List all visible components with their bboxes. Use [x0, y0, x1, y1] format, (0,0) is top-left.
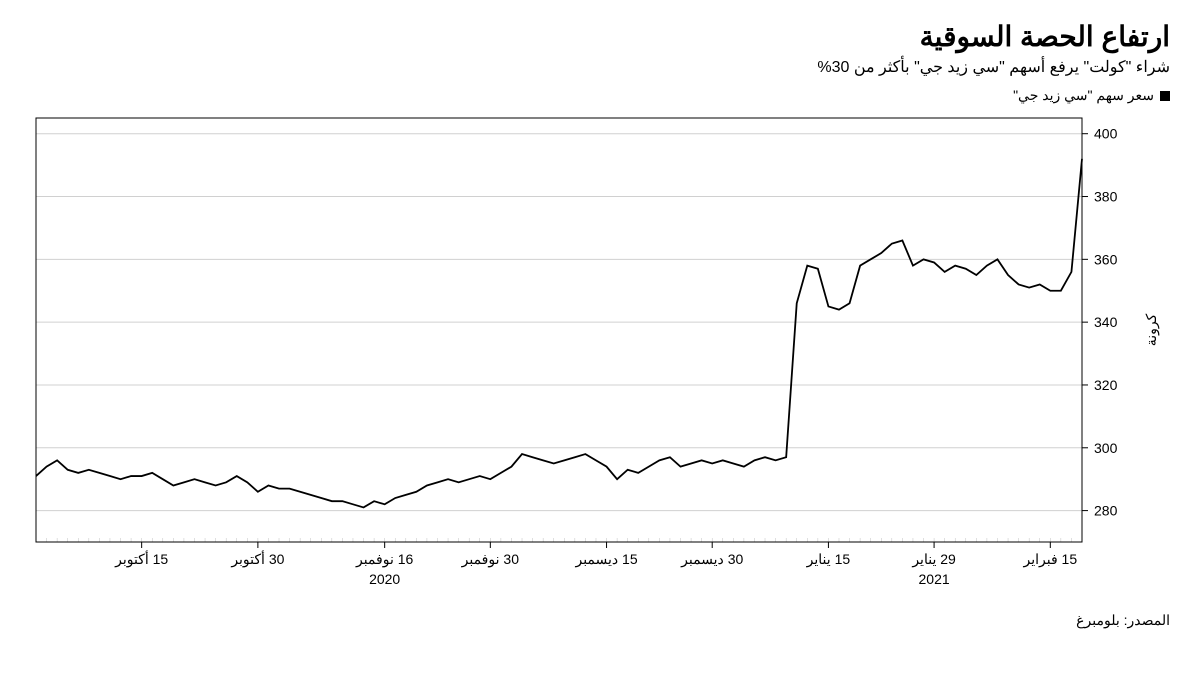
- chart-source: المصدر: بلومبرغ: [30, 612, 1170, 629]
- svg-text:320: 320: [1094, 377, 1118, 393]
- svg-text:2020: 2020: [369, 571, 400, 587]
- svg-text:16 نوفمبر: 16 نوفمبر: [355, 551, 414, 568]
- svg-text:300: 300: [1094, 440, 1118, 456]
- svg-text:30 ديسمبر: 30 ديسمبر: [680, 551, 743, 568]
- svg-text:2021: 2021: [919, 571, 950, 587]
- chart-title: ارتفاع الحصة السوقية: [30, 20, 1170, 53]
- chart-legend: سعر سهم "سي زيد جي": [30, 87, 1170, 104]
- svg-text:29 يناير: 29 يناير: [911, 551, 956, 568]
- svg-text:340: 340: [1094, 314, 1118, 330]
- svg-text:30 نوفمبر: 30 نوفمبر: [461, 551, 520, 568]
- svg-text:280: 280: [1094, 503, 1118, 519]
- line-chart: 280 300 320 340 360 380 400 كرونة 15 أكتوبر 30 أك…: [30, 112, 1170, 602]
- svg-text:15 ديسمبر: 15 ديسمبر: [574, 551, 637, 568]
- svg-text:400: 400: [1094, 126, 1118, 142]
- svg-text:كرونة: كرونة: [1143, 313, 1160, 346]
- legend-marker: [1160, 91, 1170, 101]
- svg-text:15 أكتوبر: 15 أكتوبر: [114, 549, 168, 568]
- svg-text:15 فبراير: 15 فبراير: [1022, 551, 1077, 568]
- chart-subtitle: شراء "كولت" يرفع أسهم "سي زيد جي" بأكثر …: [30, 57, 1170, 77]
- chart-container: 280 300 320 340 360 380 400 كرونة 15 أكتوبر 30 أك…: [30, 112, 1170, 602]
- svg-text:380: 380: [1094, 189, 1118, 205]
- svg-text:30 أكتوبر: 30 أكتوبر: [230, 549, 284, 568]
- svg-text:15 يناير: 15 يناير: [806, 551, 851, 568]
- svg-text:360: 360: [1094, 251, 1118, 267]
- legend-label: سعر سهم "سي زيد جي": [1013, 87, 1154, 104]
